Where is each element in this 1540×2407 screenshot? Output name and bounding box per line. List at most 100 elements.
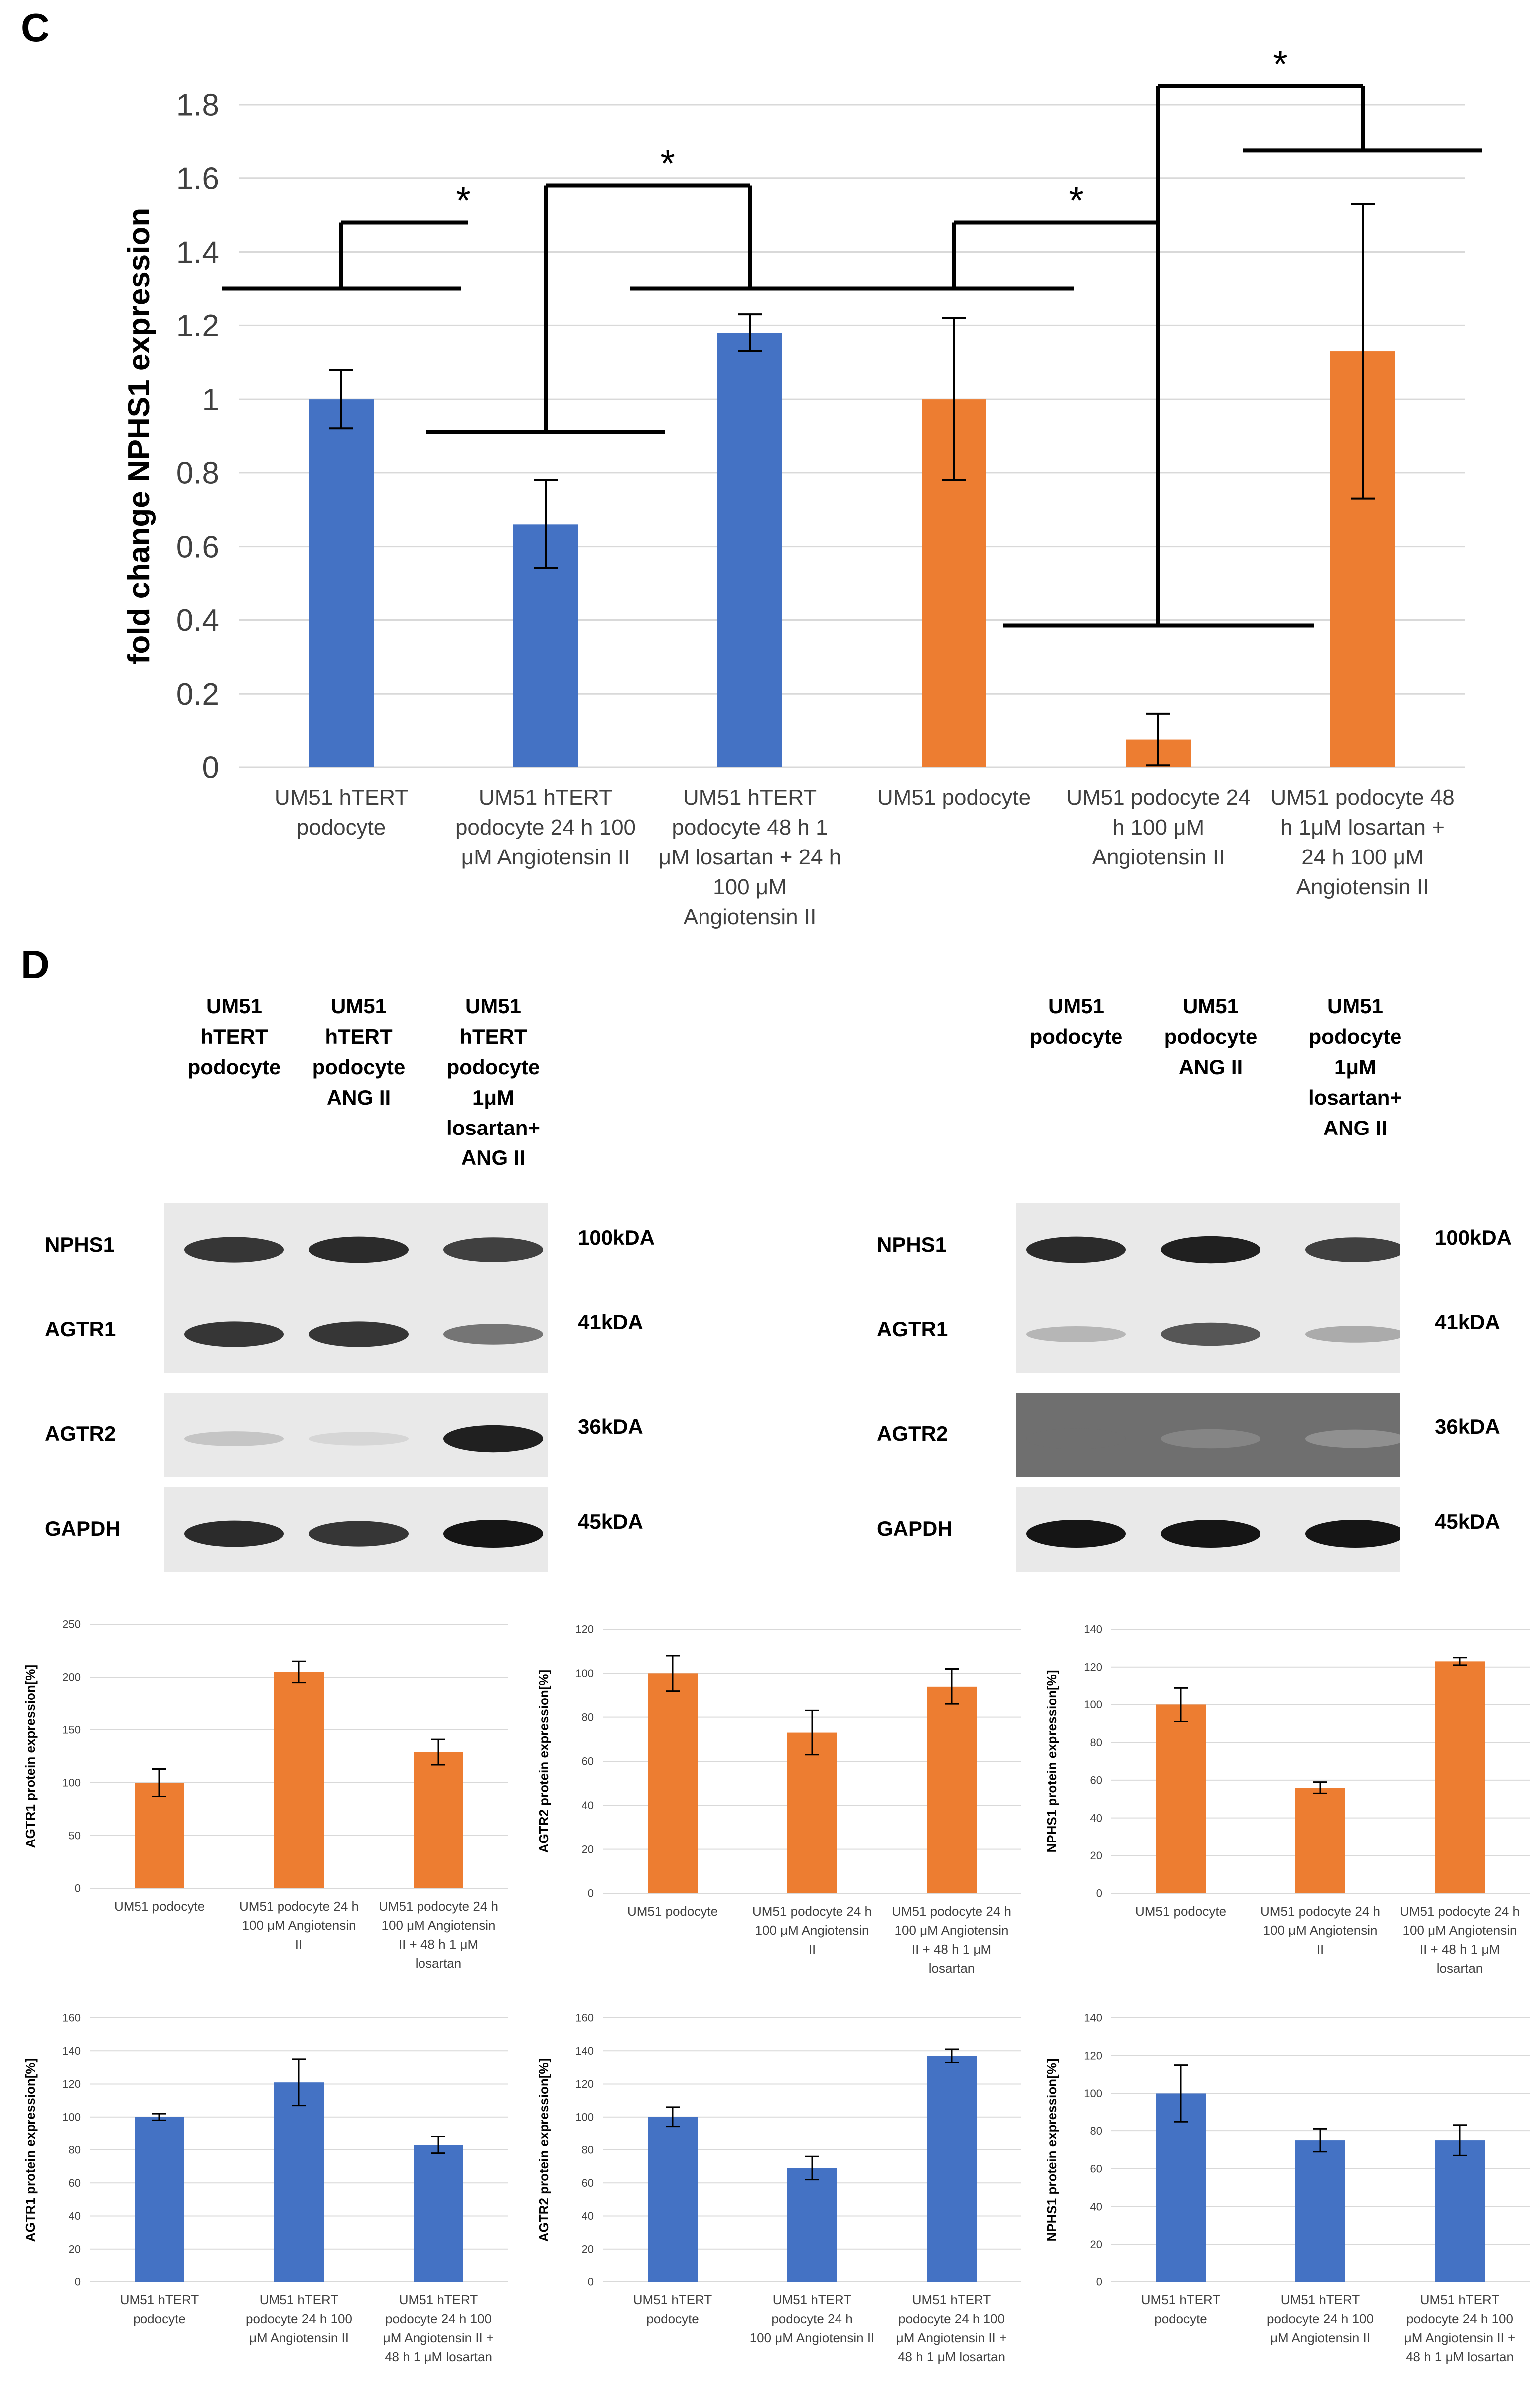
blot-lane-header-line: podocyte: [312, 1055, 406, 1079]
x-tick-label: Angiotensin II: [1296, 875, 1429, 899]
y-tick-label: 60: [582, 1755, 594, 1768]
blot-band: [443, 1237, 543, 1262]
blot-band: [1161, 1322, 1260, 1346]
x-tick-label: UM51 hTERT: [1141, 2292, 1221, 2307]
y-axis-label: AGTR2 protein expression[%]: [536, 2058, 551, 2242]
y-tick-label: 100: [575, 1667, 594, 1680]
y-tick-label: 1: [202, 383, 219, 417]
y-tick-label: 60: [69, 2177, 81, 2189]
blot-kda-label: 41kDA: [1435, 1310, 1500, 1334]
x-tick-label: μM Angiotensin II +: [383, 2330, 494, 2345]
blot-lane-header-line: losartan+: [446, 1116, 540, 1139]
blot-lane-header-line: hTERT: [200, 1024, 268, 1048]
blot-band: [1305, 1326, 1400, 1343]
y-tick-label: 1.4: [176, 235, 219, 270]
x-tick-label: II: [809, 1942, 816, 1957]
x-tick-label: UM51 podocyte 48: [1270, 785, 1454, 810]
x-tick-label: UM51 podocyte 24 h: [1400, 1904, 1520, 1919]
y-tick-label: 1.2: [176, 309, 219, 343]
blot-strip: [164, 1288, 548, 1373]
blot-strip: [1016, 1203, 1400, 1288]
x-tick-label: μM Angiotensin II +: [1404, 2330, 1515, 2345]
blot-band: [184, 1520, 284, 1547]
blot-strip: [164, 1203, 548, 1288]
significance-star: *: [456, 179, 471, 222]
blot-lane-header: UM51 podocyte 1μM losartan+ ANG II: [1290, 991, 1420, 1143]
blot-lane-header-line: UM51: [1048, 994, 1105, 1018]
x-tick-label: losartan: [929, 1961, 975, 1976]
blot-lane-header-line: 1μM: [1334, 1055, 1377, 1079]
bar: [648, 1673, 698, 1893]
blot-lane-header-line: losartan+: [1308, 1085, 1402, 1109]
x-tick-label: UM51 hTERT: [773, 2292, 852, 2307]
x-tick-label: podocyte 24 h 100: [1406, 2311, 1513, 2326]
significance-star: *: [660, 143, 675, 185]
x-tick-label: podocyte 24 h 100: [1267, 2311, 1374, 2326]
y-tick-label: 40: [1090, 1812, 1102, 1824]
panel-letter-c: C: [21, 5, 50, 50]
agtr2-htert-chart: 0 20 40 60 80 100 120 140 160 AGTR2 protein expre…: [536, 2012, 1021, 2364]
bar: [1156, 1704, 1206, 1893]
x-tick-label: μM Angiotensin II: [1270, 2330, 1370, 2345]
y-tick-label: 200: [62, 1671, 81, 1684]
y-axis-label: AGTR2 protein expression[%]: [536, 1670, 551, 1853]
blot-band: [1026, 1428, 1126, 1449]
x-tick-label: 24 h 100 μM: [1301, 845, 1424, 869]
y-tick-label: 40: [582, 2210, 594, 2222]
blot-lane-header: UM51 podocyte ANG II: [1146, 991, 1275, 1083]
blot-band: [184, 1431, 284, 1446]
blot-kda-label: 36kDA: [1435, 1415, 1500, 1438]
x-tick-label: h 100 μM: [1113, 815, 1204, 840]
blot-lane-header-line: hTERT: [459, 1024, 527, 1048]
y-tick-label: 20: [582, 2243, 594, 2255]
bar: [274, 1672, 324, 1888]
y-tick-label: 0: [75, 1882, 81, 1895]
x-tick-label: II + 48 h 1 μM: [399, 1937, 478, 1952]
y-tick-label: 0: [588, 2276, 594, 2288]
blot-strip: [1016, 1393, 1400, 1477]
y-tick-label: 0: [202, 751, 219, 785]
y-tick-label: 80: [1090, 1736, 1102, 1749]
y-axis-label: AGTR1 protein expression[%]: [23, 1665, 38, 1848]
y-tick-label: 20: [1090, 1849, 1102, 1862]
nphs1-htert-chart: 0 20 40 60 80 100 120 140 NPHS1 protein expressi…: [1044, 2012, 1530, 2364]
y-tick-label: 100: [62, 2111, 81, 2123]
x-tick-label: II: [1317, 1942, 1324, 1957]
blot-lane-header-line: ANG II: [461, 1146, 526, 1170]
blot-kda-label: 45kDA: [578, 1510, 643, 1533]
bar: [787, 2168, 837, 2282]
bar: [135, 1783, 184, 1888]
y-tick-label: 60: [582, 2177, 594, 2189]
x-tick-label: UM51 hTERT: [1281, 2292, 1360, 2307]
blot-lane-header: UM51 podocyte: [1011, 991, 1141, 1052]
agtr2-podocyte-chart: 0 20 40 60 80 100 120 AGTR2 protein expression[…: [536, 1623, 1021, 1976]
x-tick-label: podocyte 24 h 100: [246, 2311, 352, 2326]
y-tick-label: 100: [1084, 1699, 1102, 1711]
blot-lane-header-line: podocyte: [187, 1055, 281, 1079]
blot-protein-label: GAPDH: [877, 1517, 953, 1540]
main-bar-chart: 0 0.2 0.4 0.6 0.8 1 1.2 1.4 1.6 1.8 fold change NP…: [122, 43, 1482, 929]
y-tick-label: 80: [582, 1711, 594, 1723]
blot-lane-header-line: ANG II: [1178, 1055, 1243, 1079]
y-tick-label: 20: [1090, 2238, 1102, 2251]
x-tick-label: podocyte: [297, 815, 386, 840]
y-tick-label: 40: [69, 2210, 81, 2222]
blot-band: [184, 1321, 284, 1347]
x-tick-label: UM51 hTERT: [633, 2292, 712, 2307]
blot-band: [443, 1520, 543, 1548]
bar: [1295, 1788, 1345, 1893]
y-tick-label: 120: [575, 2078, 594, 2090]
x-tick-label: UM51 hTERT: [683, 785, 817, 810]
x-tick-label: UM51 hTERT: [912, 2292, 991, 2307]
blot-band: [1305, 1429, 1400, 1448]
x-tick-label: podocyte 24 h 100: [898, 2311, 1005, 2326]
blot-lane-header: UM51 hTERT podocyte 1μM losartan+ ANG II: [428, 991, 558, 1173]
blot-band: [443, 1425, 543, 1453]
y-tick-label: 160: [575, 2012, 594, 2024]
blot-lane-header-line: podocyte: [1164, 1024, 1258, 1048]
x-tick-label: 100 μM Angiotensin II: [750, 2330, 875, 2345]
x-tick-label: 48 h 1 μM losartan: [385, 2349, 492, 2364]
x-tick-label: UM51 podocyte: [114, 1899, 205, 1914]
blot-strip: [164, 1393, 548, 1477]
blot-lane-header: UM51 hTERT podocyte: [169, 991, 299, 1083]
